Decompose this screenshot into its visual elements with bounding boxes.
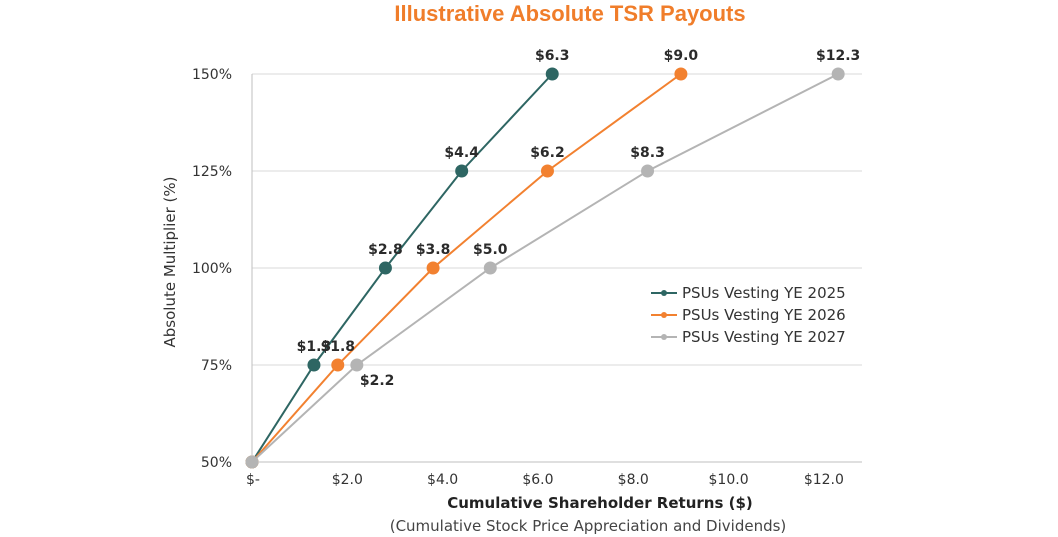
data-label: $5.0 (473, 242, 508, 258)
x-tick-label: $12.0 (804, 472, 844, 488)
data-point (540, 164, 554, 178)
data-point (545, 67, 559, 81)
data-point (831, 67, 845, 81)
x-tick-label: $10.0 (709, 472, 749, 488)
data-label: $8.3 (630, 145, 665, 161)
data-label: $4.4 (444, 145, 479, 161)
y-tick-label: 50% (201, 455, 232, 471)
legend-swatch-marker (661, 290, 667, 296)
y-tick-label: 75% (201, 358, 232, 374)
data-point (674, 67, 688, 81)
x-tick-label: $6.0 (522, 472, 553, 488)
data-point (331, 358, 345, 372)
data-label: $2.2 (360, 373, 395, 389)
x-tick-label: $8.0 (618, 472, 649, 488)
data-point (307, 358, 321, 372)
data-label: $12.3 (816, 48, 860, 64)
legend-label: PSUs Vesting YE 2027 (682, 328, 846, 346)
data-label: $1.8 (321, 339, 356, 355)
x-axis-title: Cumulative Shareholder Returns ($) (447, 494, 753, 512)
x-axis-subtitle: (Cumulative Stock Price Appreciation and… (390, 517, 787, 535)
axes (251, 74, 862, 463)
data-label: $3.8 (416, 242, 451, 258)
data-label: $6.3 (535, 48, 570, 64)
data-label: $1.3 (297, 339, 332, 355)
x-axis-ticks: $- $2.0 $4.0 $6.0 $8.0 $10.0 $12.0 (246, 472, 844, 488)
legend-label: PSUs Vesting YE 2025 (682, 284, 846, 302)
x-tick-label: $- (246, 472, 260, 488)
x-tick-label: $4.0 (427, 472, 458, 488)
legend-swatch-marker (661, 334, 667, 340)
data-label: $2.8 (368, 242, 403, 258)
data-point (455, 164, 469, 178)
data-label: $9.0 (664, 48, 699, 64)
data-point (378, 261, 392, 275)
legend: PSUs Vesting YE 2025 PSUs Vesting YE 2026… (651, 284, 846, 346)
y-axis-title: Absolute Multiplier (%) (161, 177, 179, 348)
legend-label: PSUs Vesting YE 2026 (682, 306, 846, 324)
data-point (483, 261, 497, 275)
x-tick-label: $2.0 (332, 472, 363, 488)
y-tick-label: 125% (192, 164, 232, 180)
data-point (245, 455, 259, 469)
y-tick-label: 100% (192, 261, 232, 277)
data-labels: $1.3 $2.8 $4.4 $6.3 $1.8 $3.8 $6.2 $9.0 $2.2 $5.0… (297, 48, 861, 389)
legend-swatch-marker (661, 312, 667, 318)
data-label: $6.2 (530, 145, 565, 161)
y-tick-label: 150% (192, 67, 232, 83)
series-group (245, 67, 845, 469)
data-point (641, 164, 655, 178)
chart-title: Illustrative Absolute TSR Payouts (394, 1, 745, 26)
data-point (350, 358, 364, 372)
y-axis-ticks: 50% 75% 100% 125% 150% (192, 67, 232, 471)
data-point (426, 261, 440, 275)
